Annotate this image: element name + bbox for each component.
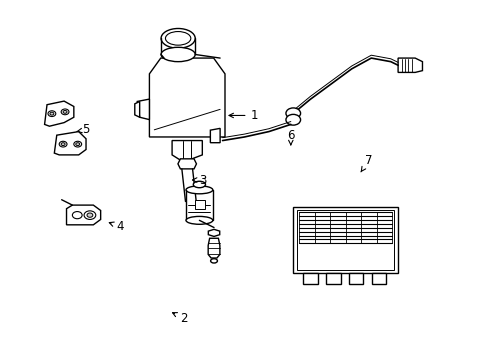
Polygon shape bbox=[297, 210, 393, 270]
Polygon shape bbox=[135, 102, 140, 117]
Polygon shape bbox=[303, 273, 317, 284]
Polygon shape bbox=[66, 205, 101, 225]
Text: 1: 1 bbox=[228, 109, 258, 122]
Polygon shape bbox=[208, 238, 220, 258]
Polygon shape bbox=[371, 273, 386, 284]
Polygon shape bbox=[178, 159, 196, 169]
Polygon shape bbox=[325, 273, 340, 284]
Circle shape bbox=[50, 112, 54, 115]
Circle shape bbox=[84, 211, 96, 220]
Text: 2: 2 bbox=[172, 311, 187, 325]
Circle shape bbox=[61, 109, 69, 115]
Ellipse shape bbox=[193, 181, 205, 188]
Circle shape bbox=[61, 143, 65, 145]
Text: 3: 3 bbox=[192, 174, 206, 186]
Circle shape bbox=[72, 212, 82, 219]
Polygon shape bbox=[44, 101, 74, 126]
Text: 4: 4 bbox=[109, 220, 123, 233]
Circle shape bbox=[285, 114, 300, 125]
Circle shape bbox=[63, 111, 67, 113]
Text: 5: 5 bbox=[77, 123, 89, 136]
Ellipse shape bbox=[185, 186, 212, 194]
Polygon shape bbox=[54, 132, 86, 155]
Polygon shape bbox=[210, 129, 220, 143]
Polygon shape bbox=[149, 58, 224, 137]
Circle shape bbox=[59, 141, 67, 147]
Ellipse shape bbox=[210, 259, 217, 263]
Circle shape bbox=[285, 108, 300, 119]
Polygon shape bbox=[348, 273, 363, 284]
Text: 6: 6 bbox=[286, 129, 294, 145]
Polygon shape bbox=[172, 140, 202, 162]
Ellipse shape bbox=[161, 28, 195, 48]
Polygon shape bbox=[137, 99, 149, 120]
Ellipse shape bbox=[165, 32, 190, 45]
Circle shape bbox=[76, 143, 80, 145]
Ellipse shape bbox=[185, 216, 212, 224]
Circle shape bbox=[74, 141, 81, 147]
Polygon shape bbox=[208, 229, 219, 237]
Text: 7: 7 bbox=[360, 154, 372, 172]
Circle shape bbox=[87, 213, 93, 217]
Circle shape bbox=[48, 111, 56, 117]
Bar bbox=[194, 200, 205, 209]
Ellipse shape bbox=[161, 47, 195, 62]
Polygon shape bbox=[293, 207, 397, 273]
Polygon shape bbox=[397, 58, 422, 72]
